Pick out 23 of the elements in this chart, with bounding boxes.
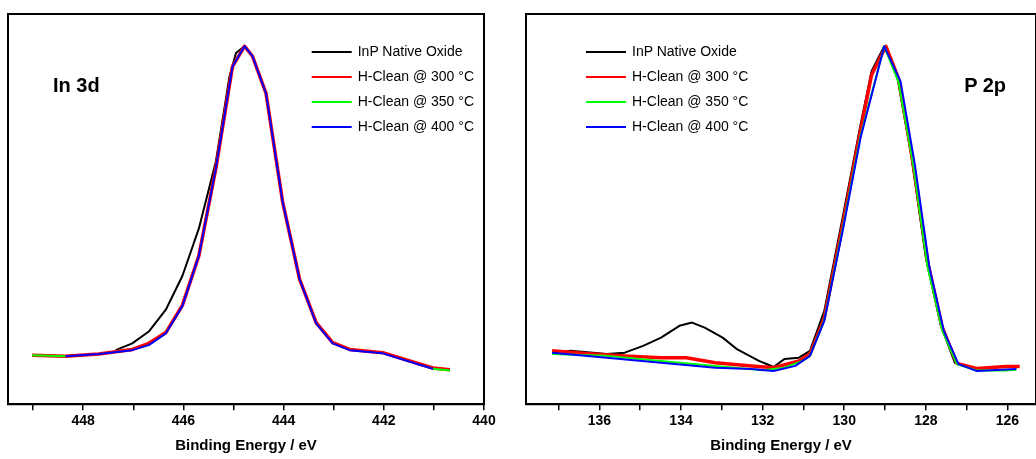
x-axis-title: Binding Energy / eV xyxy=(710,436,852,454)
legend-label: H-Clean @ 400 °C xyxy=(357,117,475,134)
x-tick-label: 448 xyxy=(71,412,96,429)
annotation: P 2p xyxy=(964,73,1006,96)
x-tick-label: 132 xyxy=(750,412,775,429)
legend-label: H-Clean @ 400 °C xyxy=(632,117,749,134)
legend-label: H-Clean @ 350 °C xyxy=(632,92,749,109)
x-tick-label: 444 xyxy=(271,412,296,429)
x-tick-label: 134 xyxy=(669,412,693,429)
x-axis-title: Binding Energy / eV xyxy=(175,436,317,454)
legend-label: H-Clean @ 300 °C xyxy=(632,67,749,84)
legend-label: H-Clean @ 350 °C xyxy=(357,92,475,109)
x-tick-label: 128 xyxy=(914,412,938,429)
x-tick-label: 442 xyxy=(372,412,396,429)
x-tick-label: 136 xyxy=(587,412,612,429)
x-tick-label: 130 xyxy=(832,412,857,429)
x-tick-label: 440 xyxy=(472,412,496,429)
x-tick-label: 126 xyxy=(995,412,1020,429)
legend-label: InP Native Oxide xyxy=(632,42,738,59)
annotation: In 3d xyxy=(53,73,100,96)
x-tick-label: 446 xyxy=(171,412,196,429)
legend-label: H-Clean @ 300 °C xyxy=(357,67,475,84)
legend-label: InP Native Oxide xyxy=(357,42,463,59)
